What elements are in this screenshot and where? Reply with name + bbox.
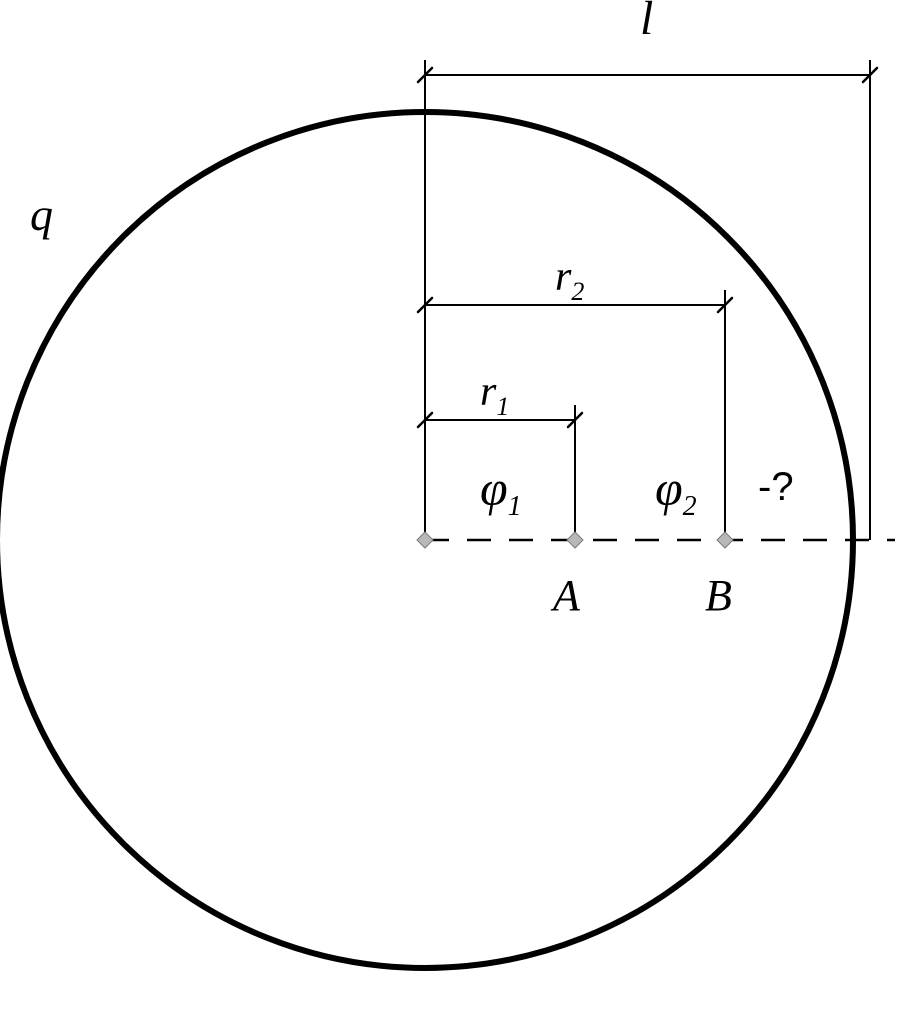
label-phi2: φ2 (655, 460, 697, 522)
label-l: l (640, 0, 653, 45)
label-q: q (30, 189, 53, 240)
label-b: B (705, 571, 732, 620)
label-phi2-question: -? (758, 465, 794, 509)
label-a: A (550, 571, 581, 620)
label-r1: r1 (480, 369, 509, 421)
label-phi1: φ1 (480, 460, 522, 522)
label-r2: r2 (555, 254, 584, 306)
